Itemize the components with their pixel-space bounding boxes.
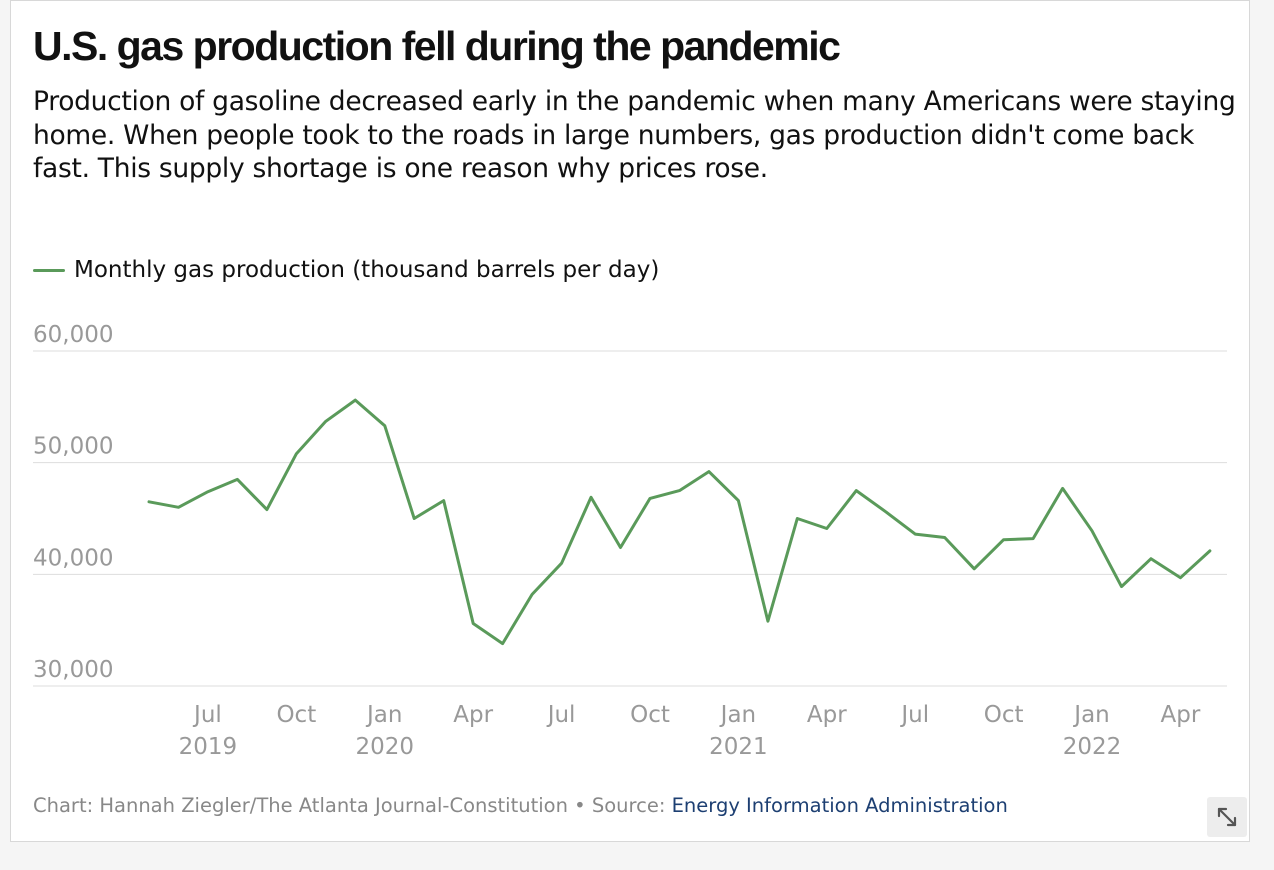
y-tick-label: 30,000 [33, 657, 113, 683]
chart-card: U.S. gas production fell during the pand… [10, 0, 1250, 842]
x-tick-label: Apr [453, 702, 493, 728]
chart-subtitle: Production of gasoline decreased early i… [33, 86, 1236, 184]
x-tick-label: Oct [276, 702, 316, 728]
x-tick-label: Jan [1072, 702, 1109, 728]
legend-label: Monthly gas production (thousand barrels… [74, 257, 660, 283]
y-tick-label: 40,000 [33, 545, 113, 571]
expand-arrows-icon [1217, 807, 1237, 827]
footer-separator: • [567, 794, 592, 817]
line-chart: 60,000 50,000 40,000 30,000 Jul 2019 Oct Jan 202… [33, 322, 1227, 760]
x-tick-label: Jan [365, 702, 402, 728]
expand-button[interactable] [1207, 797, 1247, 837]
series-line [147, 398, 1212, 646]
x-tick-label: Jul [899, 702, 929, 728]
x-tick-year-label: 2021 [709, 734, 768, 760]
legend-swatch [33, 268, 65, 272]
x-tick-label: Oct [984, 702, 1024, 728]
x-tick-label: Jul [192, 702, 222, 728]
legend: Monthly gas production (thousand barrels… [33, 255, 659, 285]
x-tick-label: Apr [807, 702, 847, 728]
chart-footer: Chart: Hannah Ziegler/The Atlanta Journa… [33, 794, 1008, 817]
x-tick-label: Jul [546, 702, 576, 728]
x-tick-label: Jan [719, 702, 756, 728]
x-tick-label: Oct [630, 702, 670, 728]
x-tick-label: Apr [1161, 702, 1201, 728]
y-tick-label: 50,000 [33, 434, 113, 460]
x-tick-year-label: 2022 [1063, 734, 1122, 760]
x-tick-year-label: 2019 [179, 734, 238, 760]
source-link[interactable]: Energy Information Administration [671, 794, 1008, 817]
chart-credit: Chart: Hannah Ziegler/The Atlanta Journa… [33, 794, 568, 817]
source-label: Source: [591, 794, 672, 817]
x-tick-year-label: 2020 [355, 734, 414, 760]
chart-title: U.S. gas production fell during the pand… [33, 23, 841, 69]
y-tick-label: 60,000 [33, 322, 113, 348]
